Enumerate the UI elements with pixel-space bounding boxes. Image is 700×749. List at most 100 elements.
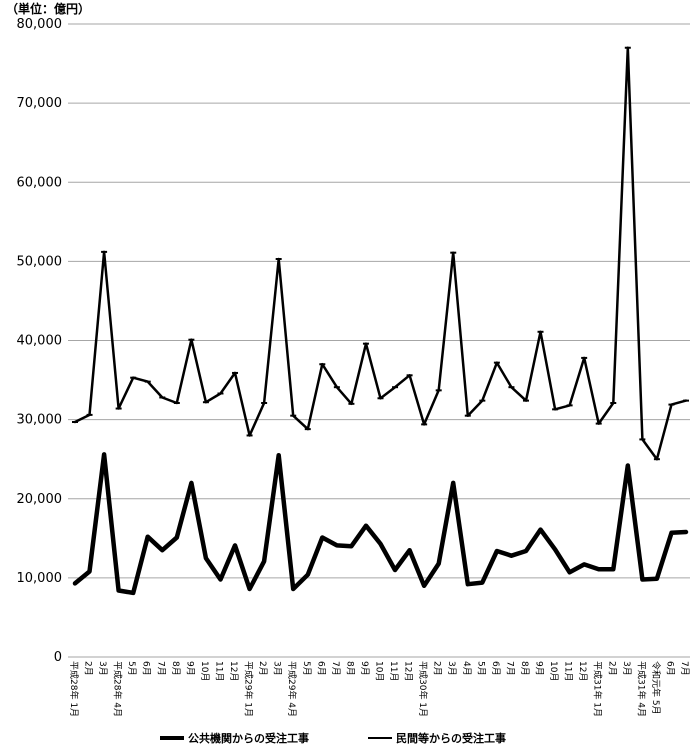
- x-tick-label: 平成31年 4月: [635, 661, 647, 717]
- x-tick-label: 12月: [577, 661, 588, 681]
- data-point: [146, 535, 150, 539]
- legend-swatch-private: [368, 737, 392, 739]
- x-tick-label: 3月: [97, 661, 108, 676]
- x-tick-label: 5月: [126, 661, 137, 676]
- data-point: [102, 452, 106, 457]
- data-point: [626, 463, 630, 468]
- x-tick-label: 平成29年 1月: [243, 661, 255, 717]
- x-tick-label: 12月: [403, 661, 414, 681]
- data-point: [335, 543, 339, 548]
- y-tick-label: 60,000: [17, 175, 63, 190]
- x-tick-label: 7月: [679, 661, 690, 676]
- x-tick-label: 9月: [184, 661, 195, 676]
- legend-label-public: 公共機関からの受注工事: [188, 732, 309, 745]
- x-tick-label: 8月: [344, 661, 355, 676]
- data-point: [204, 556, 208, 560]
- data-point: [466, 582, 470, 586]
- grid-lines: [68, 23, 690, 658]
- y-axis-ticks: 80,000 70,000 60,000 50,000 40,000 30,000 20,0…: [17, 17, 63, 665]
- data-point: [451, 481, 455, 485]
- x-axis-labels: 平成28年 1月 2月 3月 平成28年 4月 5月 6月 7月 8月 9月 10月 11月 12月平…: [68, 661, 690, 717]
- y-tick-label: 50,000: [17, 254, 63, 269]
- data-point: [160, 548, 164, 552]
- y-tick-label: 40,000: [17, 334, 63, 349]
- series-lines: [72, 46, 689, 596]
- y-tick-label: 30,000: [17, 413, 63, 428]
- x-tick-label: 11月: [213, 661, 224, 681]
- x-tick-label: 2月: [257, 661, 268, 676]
- data-point: [509, 554, 514, 558]
- x-tick-label: 8月: [519, 661, 530, 676]
- data-point: [422, 584, 426, 588]
- x-tick-label: 6月: [664, 661, 675, 676]
- data-point: [495, 549, 499, 553]
- x-tick-label: 4月: [461, 661, 472, 676]
- x-tick-label: 12月: [228, 661, 239, 681]
- y-tick-label: 10,000: [17, 571, 63, 586]
- legend-item-private: 民間等からの受注工事: [368, 728, 506, 748]
- x-tick-label: 3月: [272, 661, 283, 676]
- x-tick-label: 3月: [446, 661, 457, 676]
- data-point: [582, 562, 586, 567]
- data-point: [87, 569, 92, 574]
- data-point: [291, 587, 295, 591]
- x-tick-label: 9月: [534, 661, 545, 676]
- data-point: [117, 588, 121, 593]
- data-point: [247, 587, 252, 591]
- x-tick-label: 平成29年 4月: [286, 661, 298, 717]
- data-point: [553, 547, 557, 551]
- x-tick-label: 7月: [504, 661, 515, 676]
- x-tick-label: 2月: [606, 661, 617, 676]
- x-tick-label: 7月: [330, 661, 341, 676]
- x-tick-label: 2月: [432, 661, 443, 676]
- data-point: [597, 567, 601, 571]
- x-tick-label: 9月: [359, 661, 370, 676]
- x-tick-label: 2月: [83, 661, 94, 676]
- x-tick-label: 5月: [301, 661, 312, 676]
- legend-item-public: 公共機関からの受注工事: [160, 728, 309, 748]
- data-point: [480, 581, 484, 585]
- x-tick-label: 6月: [141, 661, 152, 676]
- legend-label-private: 民間等からの受注工事: [396, 732, 506, 745]
- data-point: [669, 531, 674, 535]
- data-point: [538, 528, 543, 532]
- x-tick-label: 10月: [199, 661, 210, 681]
- data-point: [393, 568, 397, 572]
- data-point: [349, 544, 354, 548]
- data-point: [262, 559, 266, 563]
- legend-swatch-public: [160, 736, 184, 740]
- data-point: [437, 562, 441, 566]
- x-tick-label: 10月: [548, 661, 559, 681]
- y-tick-label: 0: [54, 650, 62, 665]
- data-point: [568, 570, 572, 574]
- x-tick-label: 10月: [374, 661, 385, 681]
- legend: 公共機関からの受注工事 民間等からの受注工事: [0, 728, 700, 748]
- x-tick-label: 11月: [563, 661, 574, 681]
- x-tick-label: 8月: [170, 661, 181, 676]
- series-line-0: [72, 452, 689, 596]
- unit-label: （単位：億円）: [6, 1, 90, 16]
- data-point: [218, 577, 223, 582]
- x-tick-label: 平成28年 4月: [112, 661, 124, 717]
- x-tick-label: 令和元年 5月: [650, 661, 662, 715]
- data-point: [378, 542, 383, 546]
- data-point: [524, 549, 528, 553]
- data-point: [233, 543, 237, 548]
- x-tick-label: 平成28年 1月: [68, 661, 80, 717]
- data-point: [189, 481, 193, 485]
- data-point: [277, 453, 281, 457]
- y-tick-label: 20,000: [17, 492, 63, 507]
- x-tick-label: 6月: [315, 661, 326, 676]
- data-point: [407, 548, 412, 552]
- data-point: [655, 577, 659, 581]
- data-point: [131, 591, 135, 595]
- x-tick-label: 3月: [621, 661, 632, 676]
- x-tick-label: 6月: [490, 661, 501, 676]
- x-tick-label: 7月: [155, 661, 166, 676]
- data-point: [364, 524, 368, 528]
- data-point: [611, 567, 615, 571]
- y-tick-label: 70,000: [17, 96, 63, 111]
- data-point: [175, 535, 179, 540]
- x-tick-label: 11月: [388, 661, 399, 681]
